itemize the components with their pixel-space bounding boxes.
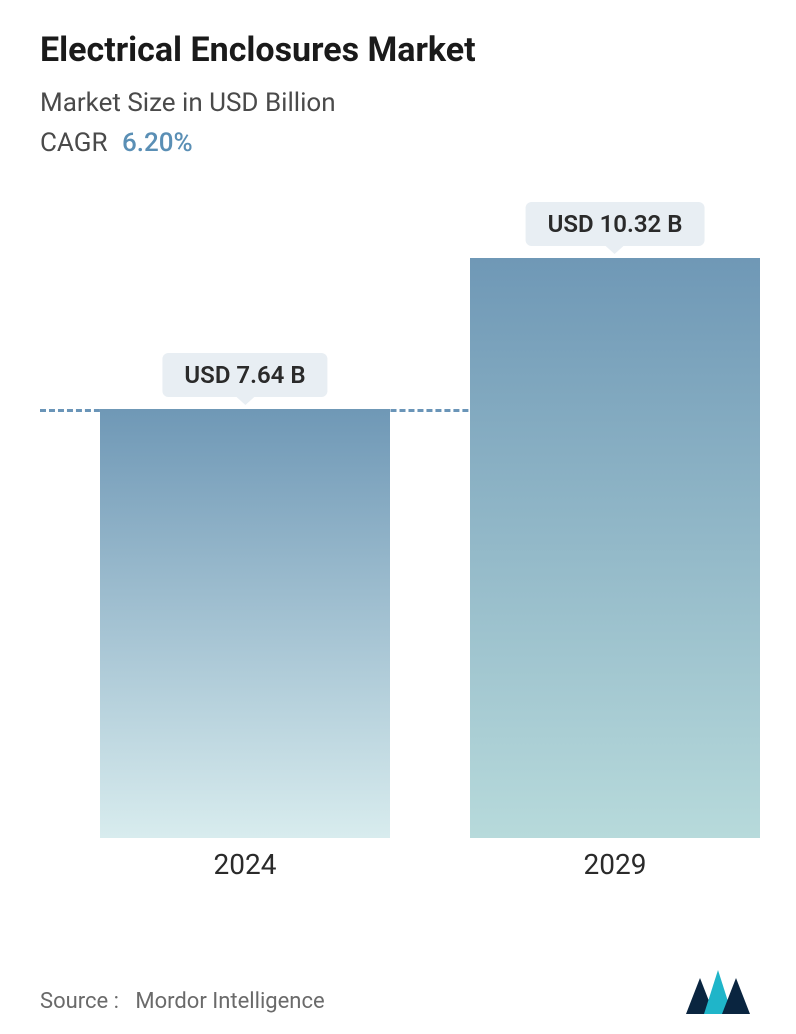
chart-area: USD 7.64 B USD 10.32 B 2024 2029 <box>40 198 756 948</box>
value-badge-2029: USD 10.32 B <box>526 202 705 246</box>
value-badge-2024: USD 7.64 B <box>162 353 327 397</box>
chart-title: Electrical Enclosures Market <box>40 30 756 70</box>
brand-logo-icon <box>686 968 756 1014</box>
x-label-2024: 2024 <box>214 848 277 881</box>
x-axis-labels: 2024 2029 <box>40 848 756 908</box>
source-label: Source : <box>40 989 119 1014</box>
chart-plot: USD 7.64 B USD 10.32 B <box>40 198 756 838</box>
chart-container: Electrical Enclosures Market Market Size… <box>0 0 796 1034</box>
x-label-2029: 2029 <box>584 848 647 881</box>
bar-2024: USD 7.64 B <box>100 409 390 838</box>
cagr-label: CAGR <box>40 128 107 158</box>
source-name: Mordor Intelligence <box>135 989 324 1014</box>
chart-subtitle: Market Size in USD Billion <box>40 88 756 118</box>
cagr-value: 6.20% <box>122 128 193 158</box>
chart-footer: Source : Mordor Intelligence <box>40 958 756 1014</box>
bar-2029: USD 10.32 B <box>470 258 760 838</box>
bar-fill <box>100 409 390 838</box>
bar-fill <box>470 258 760 838</box>
source-text: Source : Mordor Intelligence <box>40 989 325 1014</box>
cagr-row: CAGR 6.20% <box>40 128 756 158</box>
